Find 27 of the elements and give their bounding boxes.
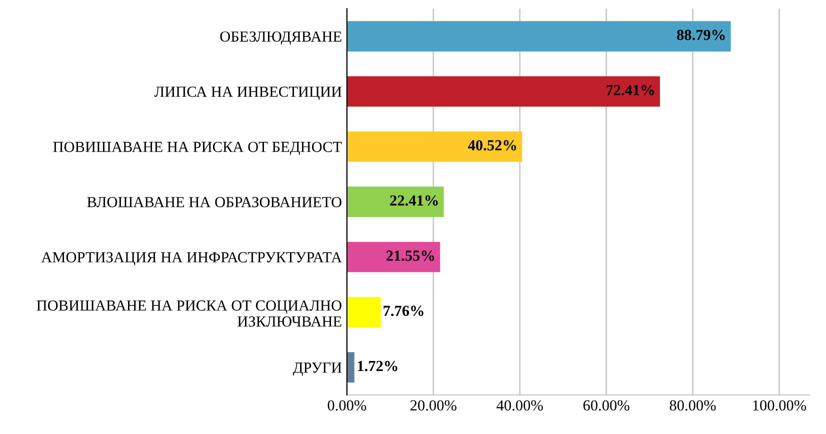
- data-label: 72.41%: [606, 84, 654, 96]
- bar: [346, 296, 380, 328]
- y-tick-label: ПОВИШАВАНЕ НА РИСКА ОТ СОЦИАЛНО ИЗКЛЮЧВАНЕ: [36, 300, 342, 327]
- data-label: 1.72%: [358, 360, 398, 372]
- x-tick-label: 60.00%: [583, 400, 630, 411]
- y-tick-label: АМОРТИЗАЦИЯ НА ИНФРАСТРУКТУРАТА: [41, 252, 342, 266]
- x-tick-label: 20.00%: [410, 400, 456, 411]
- x-tick-label: 40.00%: [496, 400, 543, 411]
- data-label: 7.76%: [384, 306, 424, 316]
- x-tick-label: 100.00%: [753, 400, 806, 411]
- bar: [346, 76, 660, 107]
- data-label: 40.52%: [468, 140, 516, 151]
- y-tick-label: ДРУГИ: [292, 362, 342, 376]
- y-tick-label: ОБЕЗЛЮДЯВАНЕ: [220, 31, 342, 45]
- x-tick-label: 80.00%: [670, 400, 716, 411]
- data-label: 88.79%: [676, 30, 725, 40]
- bar: [346, 21, 731, 52]
- bar: [346, 242, 440, 272]
- data-label: 22.41%: [390, 195, 438, 206]
- bar: [346, 131, 522, 162]
- y-tick-label: ПОВИШАВАНЕ НА РИСКА ОТ БЕДНОСТ: [53, 142, 342, 156]
- y-tick-label: ЛИПСА НА ИНВЕСТИЦИИ: [154, 86, 342, 100]
- y-tick-label: ВЛОШАВАНЕ НА ОБРАЗОВАНИЕТО: [87, 196, 342, 208]
- bar: [346, 186, 444, 217]
- bar: [346, 352, 354, 383]
- data-label: 21.55%: [386, 250, 434, 261]
- x-tick-label: 0.00%: [328, 400, 366, 411]
